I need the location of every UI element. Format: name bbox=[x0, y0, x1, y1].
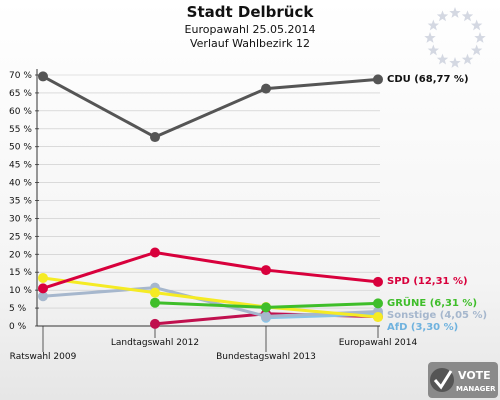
eu-stars-icon bbox=[424, 7, 486, 68]
eu-star bbox=[470, 19, 483, 31]
series-line-cdu bbox=[42, 75, 379, 139]
series-label-cdu: CDU (68,77 %) bbox=[387, 74, 469, 85]
data-point-spd bbox=[150, 247, 160, 258]
x-tick-label: Bundestagswahl 2013 bbox=[216, 352, 316, 362]
data-point-fdp bbox=[150, 287, 160, 298]
data-point-grüne bbox=[373, 298, 383, 309]
y-tick-label: 30 % bbox=[9, 214, 32, 224]
data-point-spd bbox=[38, 283, 48, 294]
data-point-grüne bbox=[261, 302, 271, 313]
series-line-spd bbox=[42, 250, 379, 290]
plot-background bbox=[35, 69, 380, 326]
eu-star bbox=[474, 32, 486, 43]
eu-star bbox=[424, 32, 436, 43]
x-tick-label: Ratswahl 2009 bbox=[10, 352, 77, 362]
data-point-grüne bbox=[150, 297, 160, 308]
series-lines bbox=[38, 71, 383, 329]
series-label-afd: AfD (3,30 %) bbox=[387, 322, 458, 333]
logo-text-vote: VOTE bbox=[458, 369, 491, 382]
eu-star bbox=[427, 44, 440, 56]
data-point-fdp bbox=[38, 272, 48, 283]
eu-star bbox=[449, 57, 461, 68]
series-label-grüne: GRÜNE (6,31 %) bbox=[387, 295, 477, 309]
grid-lines bbox=[38, 74, 380, 327]
vote-manager-logo: VOTE MANAGER bbox=[428, 362, 498, 398]
data-point-sonstige bbox=[261, 311, 271, 322]
y-tick-label: 55 % bbox=[9, 125, 32, 135]
data-point-cdu bbox=[373, 74, 383, 85]
data-point-linke bbox=[150, 318, 160, 329]
data-point-cdu bbox=[150, 132, 160, 143]
y-tick-label: 0 % bbox=[9, 322, 27, 332]
y-tick-label: 45 % bbox=[9, 161, 32, 171]
series-label-sonstige: Sonstige (4,05 %) bbox=[387, 310, 487, 321]
chart-title: Stadt Delbrück bbox=[187, 3, 315, 21]
x-axis: Ratswahl 2009 Landtagswahl 2012 Bundestags… bbox=[10, 325, 418, 362]
series-line-sonstige bbox=[42, 286, 379, 318]
y-tick-label: 25 % bbox=[9, 232, 32, 242]
series-label-spd: SPD (12,31 %) bbox=[387, 276, 468, 287]
chart-subtitle-district: Verlauf Wahlbezirk 12 bbox=[190, 37, 310, 50]
series-labels: CDU (68,77 %) SPD (12,31 %) GRÜNE (6,31 %)… bbox=[387, 74, 487, 333]
y-tick-label: 65 % bbox=[9, 89, 32, 99]
chart-subtitle-election: Europawahl 25.05.2014 bbox=[185, 23, 316, 36]
eu-star bbox=[470, 44, 483, 56]
eu-star bbox=[461, 53, 474, 65]
y-tick-label: 70 % bbox=[9, 71, 32, 81]
y-tick-label: 60 % bbox=[9, 107, 32, 117]
plot-area bbox=[35, 69, 380, 326]
data-point-sonstige bbox=[38, 291, 48, 302]
y-tick-label: 20 % bbox=[9, 250, 32, 260]
y-tick-label: 50 % bbox=[9, 143, 32, 153]
data-point-fdp bbox=[373, 312, 383, 323]
y-tick-label: 35 % bbox=[9, 197, 32, 207]
y-axis: 0 % 5 % 10 % 15 % 20 % 25 % 30 % 35 % 40 % 45 % 50… bbox=[9, 69, 39, 332]
y-tick-label: 15 % bbox=[9, 268, 32, 278]
eu-star bbox=[427, 19, 440, 31]
check-mark-icon bbox=[430, 368, 454, 392]
y-tick-label: 5 % bbox=[9, 304, 27, 314]
eu-star bbox=[461, 10, 474, 22]
y-tick-label: 10 % bbox=[9, 286, 32, 296]
data-point-cdu bbox=[261, 83, 271, 94]
logo-text-manager: MANAGER bbox=[456, 385, 496, 393]
eu-star bbox=[436, 10, 449, 22]
y-tick-label: 40 % bbox=[9, 179, 32, 189]
data-point-spd bbox=[373, 276, 383, 287]
x-tick-label: Europawahl 2014 bbox=[339, 338, 418, 348]
eu-star bbox=[436, 53, 449, 65]
x-tick-label: Landtagswahl 2012 bbox=[111, 338, 199, 348]
eu-star bbox=[449, 7, 461, 18]
series-line-fdp bbox=[42, 276, 379, 319]
data-point-cdu bbox=[38, 71, 48, 82]
data-point-spd bbox=[261, 265, 271, 276]
